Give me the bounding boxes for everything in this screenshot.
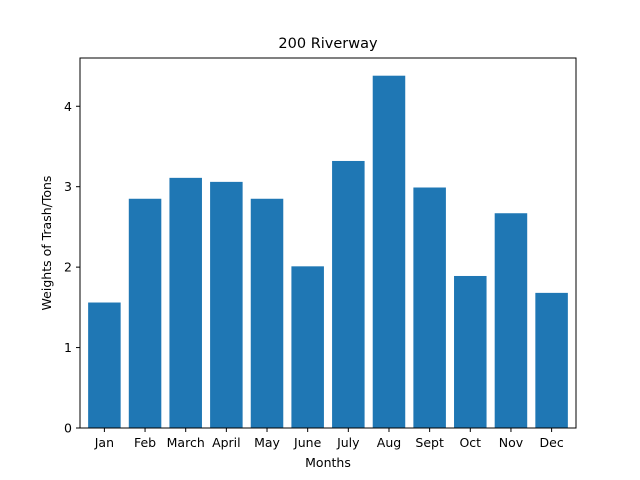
x-tick-label: Feb (134, 435, 156, 450)
bar-may (250, 198, 284, 428)
x-tick-label: Oct (459, 435, 481, 450)
x-tick-label: May (254, 435, 280, 450)
bar-sept (413, 187, 446, 428)
x-axis-ticks: Jan Feb March April May June July Aug Sept Oct Nov… (94, 428, 564, 450)
x-tick-label: March (167, 435, 205, 450)
bar-nov (494, 213, 528, 428)
bars-group (88, 75, 568, 428)
x-axis-label: Months (305, 455, 351, 470)
x-tick-label: Aug (377, 435, 401, 450)
y-tick-label: 4 (64, 99, 72, 114)
bar-dec (535, 292, 568, 428)
x-tick-label: Jan (94, 435, 114, 450)
x-tick-label: July (336, 435, 360, 450)
bar-june (291, 266, 324, 428)
bar-march (169, 177, 202, 428)
x-tick-label: April (212, 435, 241, 450)
x-tick-label: Dec (540, 435, 564, 450)
bar-oct (454, 275, 487, 428)
y-tick-label: 3 (64, 179, 72, 194)
plot-frame (79, 57, 577, 429)
y-tick-label: 1 (64, 340, 72, 355)
x-tick-label: June (293, 435, 322, 450)
bar-feb (128, 198, 162, 428)
bar-aug (372, 75, 406, 428)
y-axis-ticks: 0 1 2 3 4 (64, 99, 80, 436)
bar-jan (88, 302, 121, 428)
y-tick-label: 0 (64, 421, 72, 436)
bar-april (210, 181, 243, 428)
y-tick-label: 2 (64, 260, 72, 275)
x-tick-label: Sept (415, 435, 444, 450)
bar-july (332, 160, 365, 428)
chart-title: 200 Riverway (278, 36, 378, 52)
y-axis-label: Weights of Trash/Tons (39, 176, 54, 311)
x-tick-label: Nov (499, 435, 524, 450)
